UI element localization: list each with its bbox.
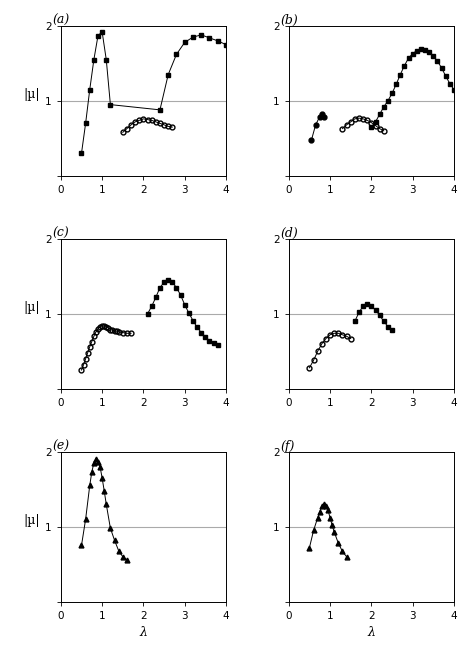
- X-axis label: λ: λ: [367, 626, 375, 639]
- Y-axis label: |µ|: |µ|: [23, 301, 40, 314]
- Y-axis label: |µ|: |µ|: [23, 514, 40, 527]
- Text: (a): (a): [52, 14, 70, 27]
- Text: (b): (b): [280, 14, 298, 27]
- X-axis label: λ: λ: [139, 626, 147, 639]
- Y-axis label: |µ|: |µ|: [23, 88, 40, 101]
- Text: (d): (d): [280, 227, 298, 240]
- Text: (c): (c): [52, 227, 69, 240]
- Text: (e): (e): [52, 440, 70, 453]
- Text: (f): (f): [280, 440, 295, 453]
